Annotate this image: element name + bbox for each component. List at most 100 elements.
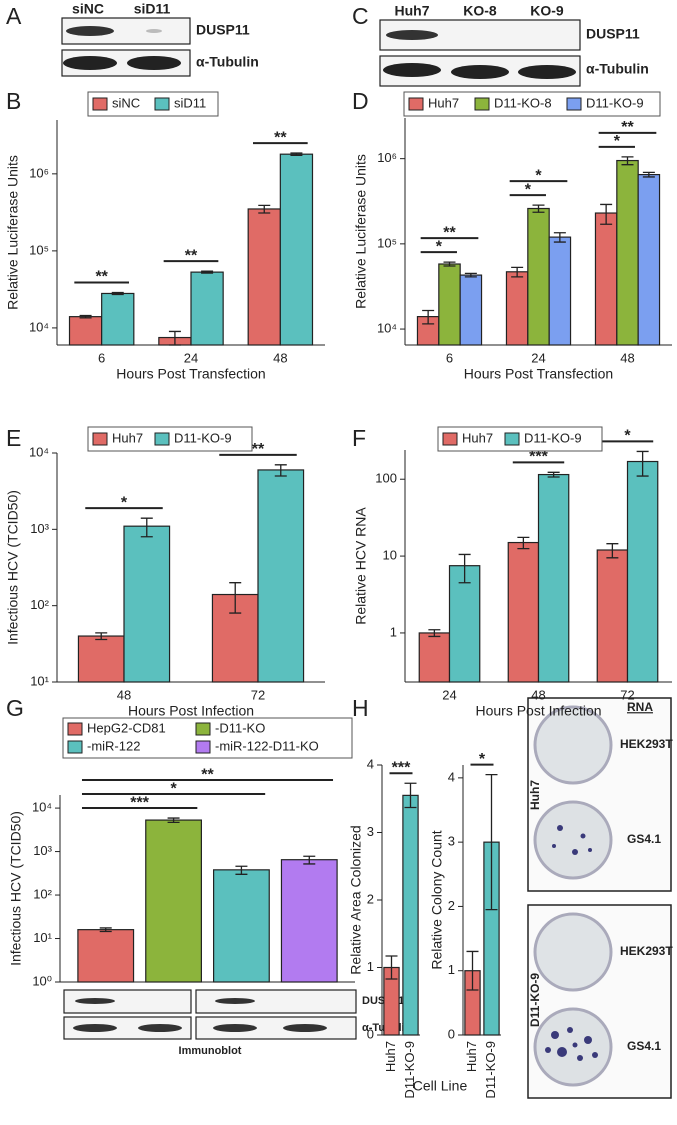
band xyxy=(386,30,438,40)
x-tick-label: 48 xyxy=(531,687,545,702)
rna-label: HEK293T xyxy=(620,737,673,751)
protein-label: DUSP11 xyxy=(586,26,640,42)
significance-label: * xyxy=(525,181,532,198)
blot-strip xyxy=(195,1016,357,1040)
error-bar xyxy=(140,517,153,538)
y-tick-label: 10⁴ xyxy=(377,320,397,335)
y-tick-label: 0 xyxy=(367,1026,374,1041)
error-bar xyxy=(485,773,498,911)
panel-label: G xyxy=(6,695,24,721)
error-bar xyxy=(404,782,417,809)
y-tick-label: 10⁶ xyxy=(29,165,49,180)
x-tick-label: 48 xyxy=(117,687,131,702)
bar xyxy=(402,794,419,1036)
protein-label: DUSP11 xyxy=(196,22,250,38)
legend-box xyxy=(87,426,253,452)
bar xyxy=(448,565,481,683)
y-tick-label: 3 xyxy=(367,824,374,839)
lane-label: KO-9 xyxy=(530,3,564,19)
lane-label: Huh7 xyxy=(395,3,430,19)
bar xyxy=(280,859,338,983)
chart: 10¹ 10² 10³ 10⁴ Infectious HCV (TCID50) Hours… xyxy=(5,426,325,719)
significance-label: ** xyxy=(443,224,456,241)
legend-swatch xyxy=(195,740,211,754)
x-tick-label: 24 xyxy=(184,350,198,365)
x-tick-label: Huh7 xyxy=(464,1041,479,1072)
error-bar xyxy=(443,261,456,267)
legend-label: Huh7 xyxy=(112,430,143,445)
panel-label: D xyxy=(352,88,369,114)
colony-plates: RNA HEK293T GS4.1 HEK293T GS4.1 Huh7 D11… xyxy=(527,697,673,1099)
y-tick-label: 2 xyxy=(367,891,374,906)
band xyxy=(451,65,509,79)
bar xyxy=(548,236,572,346)
error-bar xyxy=(99,927,112,933)
blot-c: Huh7 KO-8 KO-9 DUSP11 α-Tubulin xyxy=(379,3,649,87)
y-tick-label: 100 xyxy=(375,471,397,486)
panel-label: E xyxy=(6,425,21,451)
x-axis-label: Hours Post Infection xyxy=(475,703,601,719)
blot-strip xyxy=(63,989,192,1014)
y-tick-label: 0 xyxy=(448,1026,455,1041)
y-tick-label: 1 xyxy=(448,962,455,977)
band xyxy=(138,1024,182,1032)
rna-label: HEK293T xyxy=(620,944,673,958)
lane-label: siD11 xyxy=(134,1,171,17)
band xyxy=(383,63,441,77)
bar xyxy=(257,469,305,683)
error-bar xyxy=(517,536,530,550)
column-header: RNA xyxy=(627,700,653,714)
legend-label: D11-KO-9 xyxy=(524,430,582,445)
significance-label: ** xyxy=(252,441,265,458)
significance-label: *** xyxy=(529,449,548,466)
rna-label: GS4.1 xyxy=(627,1039,661,1053)
legend-swatch xyxy=(474,97,490,111)
bar xyxy=(123,525,171,683)
band xyxy=(73,1024,117,1032)
error-bar xyxy=(168,330,181,346)
x-axis-label: Hours Post Transfection xyxy=(464,366,613,382)
legend-box xyxy=(437,426,603,452)
blot-strip xyxy=(195,989,357,1014)
x-tick-label: 72 xyxy=(620,687,634,702)
y-tick-label: 2 xyxy=(448,898,455,913)
bar xyxy=(537,473,570,683)
band xyxy=(215,998,255,1004)
significance-label: ** xyxy=(95,269,108,286)
chart: 10⁴ 10⁵ 10⁶ Relative Luciferase Units Hours … xyxy=(5,91,325,382)
bar xyxy=(77,929,135,983)
bar xyxy=(626,460,659,683)
y-axis-label: Relative HCV RNA xyxy=(353,507,369,625)
panel-label: H xyxy=(352,695,369,721)
legend-label: HepG2-CD81 xyxy=(87,720,166,735)
y-axis-label: Relative Area Colonized xyxy=(348,825,364,974)
x-tick-label: 6 xyxy=(446,350,453,365)
y-tick-label: 10⁶ xyxy=(377,150,397,165)
significance-label: * xyxy=(121,494,128,511)
error-bar xyxy=(95,632,108,641)
error-bar xyxy=(600,203,613,225)
legend-label: Huh7 xyxy=(462,430,493,445)
x-tick-label: D11-KO-9 xyxy=(402,1041,417,1099)
significance-label: *** xyxy=(130,794,149,811)
error-bar xyxy=(642,171,655,178)
significance-label: ** xyxy=(185,247,198,264)
y-tick-label: 10⁰ xyxy=(32,973,52,988)
bar xyxy=(596,549,629,683)
y-tick-label: 10⁴ xyxy=(29,319,49,334)
error-bar xyxy=(303,855,316,865)
legend-swatch xyxy=(92,432,108,446)
legend-label: D11-KO-9 xyxy=(586,95,644,110)
error-bar xyxy=(532,204,545,213)
bar xyxy=(247,208,281,346)
significance-label: * xyxy=(170,780,177,797)
bar xyxy=(279,153,314,346)
significance-label: ** xyxy=(201,766,214,783)
y-axis-label: Infectious HCV (TCID50) xyxy=(5,490,21,645)
legend-label: siD11 xyxy=(174,95,206,110)
x-axis-label: Hours Post Transfection xyxy=(116,366,265,382)
x-tick-label: 48 xyxy=(620,350,634,365)
y-tick-label: 4 xyxy=(367,756,374,771)
